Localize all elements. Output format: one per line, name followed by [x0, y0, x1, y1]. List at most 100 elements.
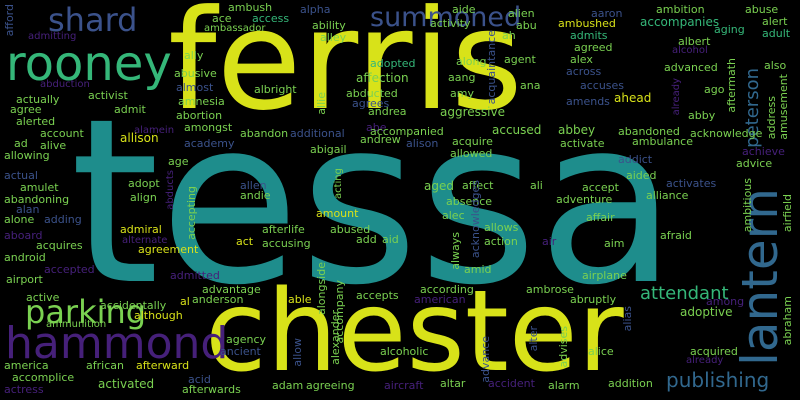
word-shard: shard [48, 1, 138, 39]
word-alter: alter [527, 326, 540, 352]
word-accepting: accepting [185, 186, 198, 240]
word-albright: albright [254, 83, 297, 96]
word-accept: accept [582, 181, 619, 194]
word-accuses: accuses [580, 79, 625, 92]
word-align: align [130, 191, 157, 204]
word-afraid: afraid [660, 229, 692, 242]
word-adding: adding [44, 213, 82, 226]
word-affection: affection [356, 71, 409, 85]
word-alert: alert [762, 15, 788, 28]
word-acting: acting [333, 168, 344, 200]
word-alcohol: alcohol [672, 45, 708, 56]
word-across: across [566, 65, 602, 78]
word-ally: ally [184, 49, 204, 62]
word-age: age [168, 155, 189, 168]
word-acid: acid [188, 373, 211, 386]
word-attendant: attendant [640, 283, 729, 304]
word-adam: adam [272, 379, 304, 392]
word-alexander: alexander [329, 310, 342, 365]
word-additional: additional [290, 127, 345, 140]
word-tessa: tessa [70, 69, 677, 335]
word-action: action [484, 235, 518, 248]
word-afterward: afterward [136, 359, 190, 372]
word-alec: alec [442, 209, 465, 222]
word-actually: actually [16, 93, 60, 106]
word-andie: andie [240, 189, 271, 202]
word-alex: alex [570, 53, 593, 66]
word-accidentally: accidentally [100, 299, 167, 312]
word-adventure: adventure [556, 193, 613, 206]
word-absence: absence [446, 195, 493, 208]
word-acknowledges: acknowledges [469, 180, 482, 259]
word-alien: alien [508, 7, 535, 20]
word-amid: amid [464, 263, 492, 276]
word-aided: aided [626, 169, 657, 182]
word-accident: accident [488, 377, 535, 390]
word-acknowledge: acknowledge [690, 127, 763, 140]
word-advises: advises [557, 326, 570, 368]
word-agreed: agreed [574, 41, 613, 54]
word-allowing: allowing [4, 149, 50, 162]
word-amusement: amusement [777, 74, 790, 140]
word-agreement: agreement [138, 243, 199, 256]
word-rooney: rooney [6, 36, 172, 92]
word-advice: advice [736, 157, 773, 170]
word-activate: activate [560, 137, 605, 150]
word-android: android [4, 251, 46, 264]
word-accompanies: accompanies [640, 15, 720, 29]
word-abigail: abigail [310, 143, 347, 156]
word-alison: alison [406, 137, 439, 150]
word-although: although [134, 309, 183, 322]
word-admits: admits [570, 29, 608, 42]
word-abandoning: abandoning [4, 193, 70, 206]
word-abducts: abducts [165, 170, 176, 210]
word-allow: allow [291, 338, 304, 367]
word-andrea: andrea [368, 105, 407, 118]
word-adopt: adopt [128, 177, 160, 190]
word-accepts: accepts [356, 289, 399, 302]
word-ferris: ferris [168, 0, 523, 141]
word-access: access [252, 12, 290, 25]
word-abu: abu [516, 19, 537, 32]
word-always: always [449, 232, 462, 270]
word-aim: aim [604, 237, 625, 250]
word-ambushed: ambushed [558, 17, 616, 30]
word-achieve: achieve [742, 145, 785, 158]
word-agree: agree [10, 103, 42, 116]
word-aaron: aaron [591, 7, 623, 20]
word-addict: addict [618, 153, 653, 166]
word-ago: ago [704, 83, 725, 96]
word-ambrose: ambrose [526, 283, 574, 296]
word-advantage: advantage [202, 283, 261, 296]
word-already-2: already [686, 355, 724, 366]
word-afterlife: afterlife [262, 223, 305, 236]
word-alternate: alternate [122, 235, 168, 246]
word-agency: agency [226, 333, 267, 346]
word-adopted: adopted [370, 57, 416, 70]
word-anderson: anderson [192, 293, 244, 306]
word-airport: airport [6, 273, 43, 286]
word-amount: amount [316, 207, 359, 220]
word-aging: aging [714, 23, 745, 36]
word-allowed: allowed [450, 147, 493, 160]
word-accepted: accepted [44, 263, 95, 276]
word-chester: chester [205, 267, 624, 397]
word-aged: aged [424, 179, 454, 193]
word-ability: ability [312, 19, 346, 32]
word-alcoholic: alcoholic [380, 345, 429, 358]
word-admitting: admitting [28, 31, 77, 42]
word-activated: activated [98, 377, 155, 391]
word-alpha: alpha [300, 3, 331, 16]
word-act: act [236, 235, 254, 248]
word-ammunition: ammunition [46, 319, 107, 330]
word-hammond: hammond [5, 318, 229, 369]
word-abortion: abortion [176, 109, 223, 122]
word-affair: affair [586, 211, 615, 224]
word-alerted: alerted [16, 115, 56, 128]
word-amulet: amulet [20, 181, 59, 194]
word-ahead: ahead [614, 91, 652, 105]
word-alan: alan [16, 203, 40, 216]
word-albert: albert [678, 35, 711, 48]
word-alone: alone [4, 213, 35, 226]
